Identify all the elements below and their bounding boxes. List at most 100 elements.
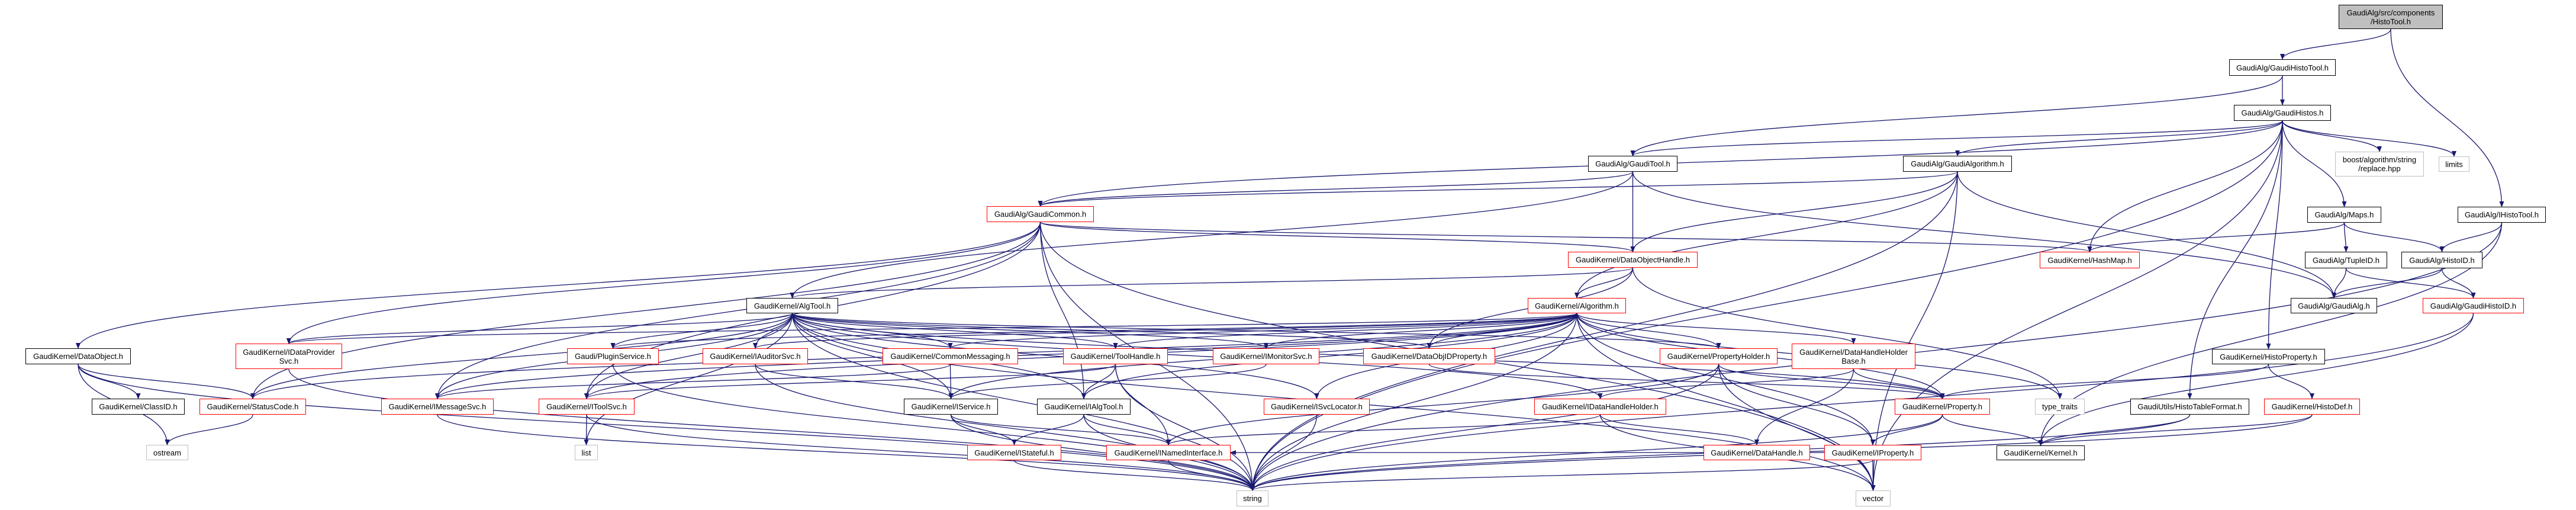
node-list[interactable]: list xyxy=(575,445,598,460)
edge-datahandleholderbase-to-idatahandleholder xyxy=(1598,368,1854,399)
node-classid[interactable]: GaudiKernel/ClassID.h xyxy=(92,399,185,415)
edge-dataobjecthandle-to-type_traits xyxy=(1632,267,2062,399)
edge-toolhandle-to-ialgtool xyxy=(1081,364,1116,399)
node-algtool[interactable]: GaudiKernel/AlgTool.h xyxy=(746,298,838,313)
node-label: GaudiKernel/AlgTool.h xyxy=(754,301,831,310)
node-datahandle[interactable]: GaudiKernel/DataHandle.h xyxy=(1704,445,1810,460)
edge-gaudihistos-to-vector xyxy=(1870,120,2283,491)
node-type_traits[interactable]: type_traits xyxy=(2035,399,2085,415)
edge-histotool-to-ihistotool xyxy=(2390,28,2504,207)
node-label: GaudiKernel/IAlgTool.h xyxy=(1044,402,1123,411)
edge-algorithm-to-commonmessaging xyxy=(948,313,1577,349)
node-gaudicommon[interactable]: GaudiAlg/GaudiCommon.h xyxy=(987,206,1094,222)
node-dataobject[interactable]: GaudiKernel/DataObject.h xyxy=(25,348,131,364)
edge-gaudicommon-to-dataobjecthandle xyxy=(1039,222,1635,252)
edge-gaudihistoid-to-string xyxy=(1250,313,2474,491)
node-idataprovidersvc[interactable]: GaudiKernel/IDataProvider Svc.h xyxy=(236,344,342,369)
node-commonmessaging[interactable]: GaudiKernel/CommonMessaging.h xyxy=(883,348,1018,364)
node-datahandleholderbase[interactable]: GaudiKernel/DataHandleHolder Base.h xyxy=(1792,344,1915,369)
edge-algtool-to-iservice xyxy=(791,313,954,399)
node-imonitorsvc[interactable]: GaudiKernel/IMonitorSvc.h xyxy=(1213,348,1319,364)
node-gaudihistos[interactable]: GaudiAlg/GaudiHistos.h xyxy=(2234,105,2331,121)
node-iservice[interactable]: GaudiKernel/IService.h xyxy=(904,399,998,415)
edge-gaudialgorithm-to-algorithm xyxy=(1574,171,1958,299)
node-label: GaudiAlg/GaudiHistoID.h xyxy=(2430,301,2517,310)
node-histodef[interactable]: GaudiKernel/HistoDef.h xyxy=(2264,399,2360,415)
edge-gaudicommon-to-imessagesvc xyxy=(435,222,1041,399)
node-label: GaudiKernel/DataObject.h xyxy=(33,352,123,361)
node-dataobjecthandle[interactable]: GaudiKernel/DataObjectHandle.h xyxy=(1568,252,1698,268)
node-maps[interactable]: GaudiAlg/Maps.h xyxy=(2307,207,2381,223)
node-gaudihistoid[interactable]: GaudiAlg/GaudiHistoID.h xyxy=(2423,298,2524,313)
edge-iservice-to-string xyxy=(950,414,1255,491)
edge-algorithm-to-idataprovidersvc xyxy=(286,313,1577,344)
node-ialgtool[interactable]: GaudiKernel/IAlgTool.h xyxy=(1037,399,1131,415)
edge-gaudialgorithm-to-vector xyxy=(1870,171,1958,491)
edge-maps-to-histoid xyxy=(2343,222,2445,252)
node-label: GaudiKernel/ToolHandle.h xyxy=(1070,352,1161,361)
node-itoolsvc[interactable]: GaudiKernel/IToolSvc.h xyxy=(539,399,635,415)
node-label: GaudiKernel/IDataProvider Svc.h xyxy=(243,347,335,365)
node-tupleid[interactable]: GaudiAlg/TupleID.h xyxy=(2305,252,2387,268)
node-gaudialg[interactable]: GaudiAlg/GaudiAlg.h xyxy=(2291,298,2377,313)
node-iproperty[interactable]: GaudiKernel/IProperty.h xyxy=(1824,445,1921,460)
edge-gaudihistos-to-histotableformat xyxy=(2187,120,2283,399)
node-iauditorsvc[interactable]: GaudiKernel/IAuditorSvc.h xyxy=(703,348,808,364)
edge-algtool-to-pluginservice xyxy=(610,313,793,349)
node-statuscode[interactable]: GaudiKernel/StatusCode.h xyxy=(199,399,306,415)
node-gaudihistotool[interactable]: GaudiAlg/GaudiHistoTool.h xyxy=(2229,59,2336,76)
edge-datahandleholderbase-to-property xyxy=(1853,368,1945,399)
node-label: GaudiKernel/HashMap.h xyxy=(2047,255,2132,265)
node-isvclocator[interactable]: GaudiKernel/ISvcLocator.h xyxy=(1264,399,1370,415)
edge-tupleid-to-gaudihistoid xyxy=(2345,268,2476,299)
node-label: GaudiAlg/TupleID.h xyxy=(2313,255,2379,265)
edge-maps-to-tupleid xyxy=(2343,222,2349,252)
edge-property-to-iproperty xyxy=(1870,414,1943,445)
node-pluginservice[interactable]: Gaudi/PluginService.h xyxy=(567,348,659,364)
node-gauditool[interactable]: GaudiAlg/GaudiTool.h xyxy=(1588,156,1677,172)
node-inamedinterface[interactable]: GaudiKernel/INamedInterface.h xyxy=(1106,445,1231,460)
node-string[interactable]: string xyxy=(1237,490,1268,506)
node-boost[interactable]: boost/algorithm/string /replace.hpp xyxy=(2335,152,2424,177)
edge-dataobjecthandle-to-algorithm xyxy=(1574,267,1634,299)
node-label: GaudiKernel/IService.h xyxy=(911,402,991,411)
edge-gaudialgorithm-to-gaudialg xyxy=(1957,171,2336,299)
node-label: GaudiKernel/IMessageSvc.h xyxy=(388,402,487,411)
node-dataobjidproperty[interactable]: GaudiKernel/DataObjIDProperty.h xyxy=(1363,348,1495,364)
node-ihistotool[interactable]: GaudiAlg/IHistoTool.h xyxy=(2458,207,2546,223)
edge-statuscode-to-ostream xyxy=(165,414,253,445)
edge-histotool-to-gaudihistotool xyxy=(2280,28,2391,60)
node-property[interactable]: GaudiKernel/Property.h xyxy=(1895,399,1990,415)
node-label: GaudiAlg/GaudiHistos.h xyxy=(2241,108,2324,117)
node-propertyholder[interactable]: GaudiKernel/PropertyHolder.h xyxy=(1660,348,1778,364)
node-vector[interactable]: vector xyxy=(1856,490,1891,506)
node-histoid[interactable]: GaudiAlg/HistoID.h xyxy=(2401,252,2482,268)
node-istateful[interactable]: GaudiKernel/IStateful.h xyxy=(967,445,1061,460)
node-label: GaudiAlg/GaudiTool.h xyxy=(1595,159,1670,168)
node-hashmap[interactable]: GaudiKernel/HashMap.h xyxy=(2040,252,2140,268)
node-label: GaudiUtils/HistoTableFormat.h xyxy=(2137,402,2242,411)
edge-algtool-to-itoolsvc xyxy=(584,313,793,399)
node-histotool[interactable]: GaudiAlg/src/components /HistoTool.h xyxy=(2339,5,2443,29)
node-imessagesvc[interactable]: GaudiKernel/IMessageSvc.h xyxy=(381,399,494,415)
node-limits[interactable]: limits xyxy=(2439,156,2469,172)
node-label: GaudiKernel/PropertyHolder.h xyxy=(1667,352,1770,361)
edge-dataobjecthandle-to-algtool xyxy=(790,267,1634,299)
node-kernel[interactable]: GaudiKernel/Kernel.h xyxy=(1997,445,2085,460)
node-ostream[interactable]: ostream xyxy=(146,445,188,460)
node-toolhandle[interactable]: GaudiKernel/ToolHandle.h xyxy=(1063,348,1168,364)
edge-gaudihistos-to-string xyxy=(1250,120,2283,491)
node-label: GaudiKernel/StatusCode.h xyxy=(207,402,299,411)
node-gaudialgorithm[interactable]: GaudiAlg/GaudiAlgorithm.h xyxy=(1903,156,2012,172)
edge-propertyholder-to-inamedinterface xyxy=(1166,364,1720,445)
edge-histoproperty-to-histodef xyxy=(2268,364,2314,399)
node-idatahandleholder[interactable]: GaudiKernel/IDataHandleHolder.h xyxy=(1534,399,1666,415)
node-algorithm[interactable]: GaudiKernel/Algorithm.h xyxy=(1528,298,1626,313)
node-histotableformat[interactable]: GaudiUtils/HistoTableFormat.h xyxy=(2130,399,2249,415)
edge-dataobject-to-classid xyxy=(78,364,141,399)
node-label: vector xyxy=(1862,494,1884,503)
edge-algtool-to-statuscode xyxy=(250,313,793,399)
node-label: GaudiKernel/IMonitorSvc.h xyxy=(1220,352,1312,361)
node-histoproperty[interactable]: GaudiKernel/HistoProperty.h xyxy=(2212,349,2325,364)
node-label: GaudiAlg/HistoID.h xyxy=(2409,255,2475,265)
